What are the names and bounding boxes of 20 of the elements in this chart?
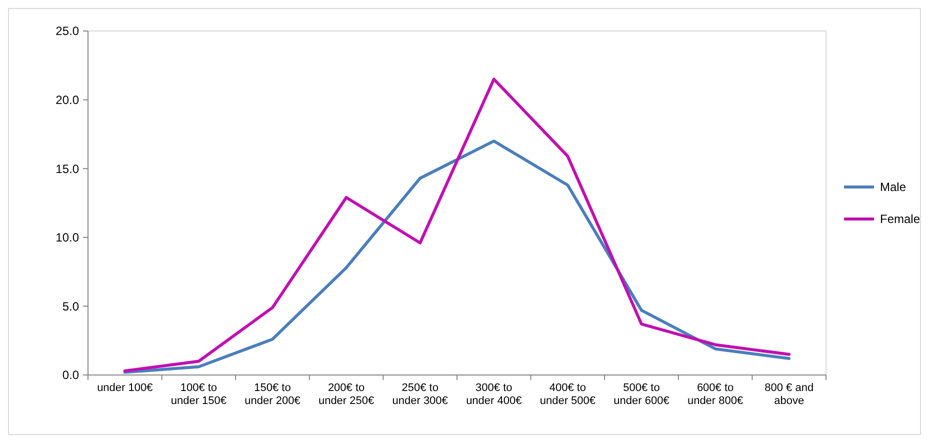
line-series (123, 78, 791, 372)
x-tick-label: 200€ to under 250€ (318, 382, 374, 407)
legend-label: Female (880, 212, 920, 226)
y-tick-label: 15.0 (56, 162, 80, 176)
x-tick-label: 150€ to under 200€ (244, 382, 300, 407)
x-tick-label: 500€ to under 600€ (614, 382, 670, 407)
x-tick-label: 300€ to under 400€ (466, 382, 522, 407)
x-tick-label: 400€ to under 500€ (540, 382, 596, 407)
x-tick-label: 100€ to under 150€ (170, 382, 227, 407)
y-tick-label: 0.0 (62, 368, 80, 382)
y-tick-label: 5.0 (62, 299, 80, 314)
line-series (123, 140, 791, 374)
legend-label: Male (880, 180, 906, 194)
y-tick-label: 25.0 (56, 24, 80, 38)
y-tick-label: 20.0 (56, 93, 80, 107)
y-tick-label: 10.0 (56, 230, 80, 245)
x-tick-label: 250€ to under 300€ (392, 382, 448, 407)
x-tick-label: under 100€ (97, 382, 153, 394)
x-tick-label: 800 € and above (764, 382, 814, 407)
x-tick-label: 600€ to under 800€ (687, 382, 744, 407)
